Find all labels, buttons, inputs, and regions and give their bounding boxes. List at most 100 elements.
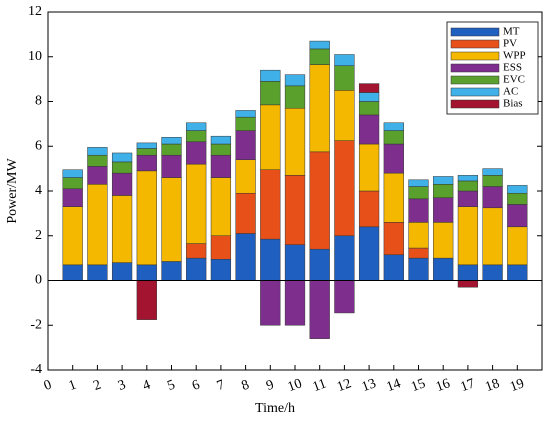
bar-segment [408,198,429,223]
x-tick-label: 10 [286,376,304,395]
bar-segment [457,175,479,182]
bar-segment [136,264,157,281]
bar-segment [235,233,256,281]
bar-segment [358,114,380,145]
y-tick-label: -4 [30,362,42,377]
y-axis-label: Power/MW [5,158,20,224]
bar-segment [334,65,355,91]
bar-segment [433,222,454,259]
x-tick-label: 2 [91,377,103,393]
legend-swatch [450,75,500,85]
bar-segment [358,226,380,281]
bar-segment [482,264,503,281]
bar-segment [235,110,256,118]
bar-segment [284,107,306,176]
bar-segment [186,122,207,131]
bar-segment [161,177,182,262]
bar-segment [334,235,355,281]
bar-segment [210,177,232,236]
x-tick-label: 18 [483,376,501,395]
bar-segment [334,90,355,141]
bar-segment [507,192,528,205]
bar-segment [136,154,157,172]
bar-segment [284,74,306,87]
bar-segment [210,258,232,281]
legend-swatch [450,87,500,97]
bar-segment [482,175,503,187]
legend-label: WPP [503,50,526,62]
bar-segment [309,280,330,339]
bar-segment [457,180,479,192]
bar-segment [457,206,479,266]
bar-segment [334,140,355,236]
bar-segment [87,166,108,185]
x-tick-label: 6 [190,377,202,393]
x-axis-label: Time/h [255,401,295,416]
bar-segment [235,192,256,234]
y-tick-label: 12 [28,4,42,19]
bar-segment [309,64,330,153]
legend-label: AC [503,86,518,98]
legend-label: Bias [503,98,523,110]
bar-segment [260,81,281,106]
legend-label: EVC [503,74,525,86]
bar-segment [260,238,281,281]
y-tick-label: -2 [30,317,42,332]
bar-segment [457,264,479,281]
bar-segment [433,176,454,185]
bar-segment [433,184,454,198]
bar-segment [507,226,528,266]
bar-segment [433,197,454,223]
bar-segment [87,154,108,167]
bar-segment [136,170,157,266]
bar-segment [358,92,380,102]
bar-segment [309,248,330,281]
bar-segment [186,243,207,259]
bar-segment [408,257,429,281]
bar-segment [482,186,503,209]
bar-segment [408,186,429,200]
y-tick-label: 6 [35,138,42,153]
legend-swatch [450,99,500,109]
x-tick-label: 0 [42,377,54,393]
bar-segment [358,143,380,192]
bar-segment [383,254,404,281]
bar-segment [235,116,256,131]
bar-segment [408,247,429,259]
x-tick-label: 14 [385,376,403,395]
x-tick-label: 17 [459,376,477,395]
y-tick-label: 10 [28,49,42,64]
bar-segment [358,83,380,93]
bar-segment [186,257,207,281]
y-tick-label: 4 [35,183,42,198]
bar-segment [507,264,528,281]
bar-segment [309,48,330,65]
bar-segment [111,161,133,174]
bar-segment [383,130,404,145]
bar-segment [210,154,232,178]
bar-segment [136,142,157,149]
bar-segment [433,257,454,281]
bar-segment [507,185,528,194]
bar-segment [161,154,182,178]
bar-segment [284,175,306,245]
bar-segment [210,235,232,260]
bar-segment [383,122,404,131]
bar-segment [186,130,207,143]
bar-segment [62,188,83,207]
bar-segment [284,280,306,326]
legend-swatch [450,63,500,73]
bar-segment [383,222,404,256]
bar-segment [62,206,83,266]
bar-segment [111,195,133,263]
bar-segment [383,143,404,174]
legend-swatch [450,51,500,61]
x-tick-label: 15 [409,376,427,395]
x-tick-label: 8 [240,377,252,393]
bar-segment [482,207,503,266]
bar-segment [482,168,503,176]
bar-segment [260,169,281,240]
bar-segment [111,152,133,163]
x-tick-label: 3 [116,377,128,393]
bar-segment [260,69,281,82]
